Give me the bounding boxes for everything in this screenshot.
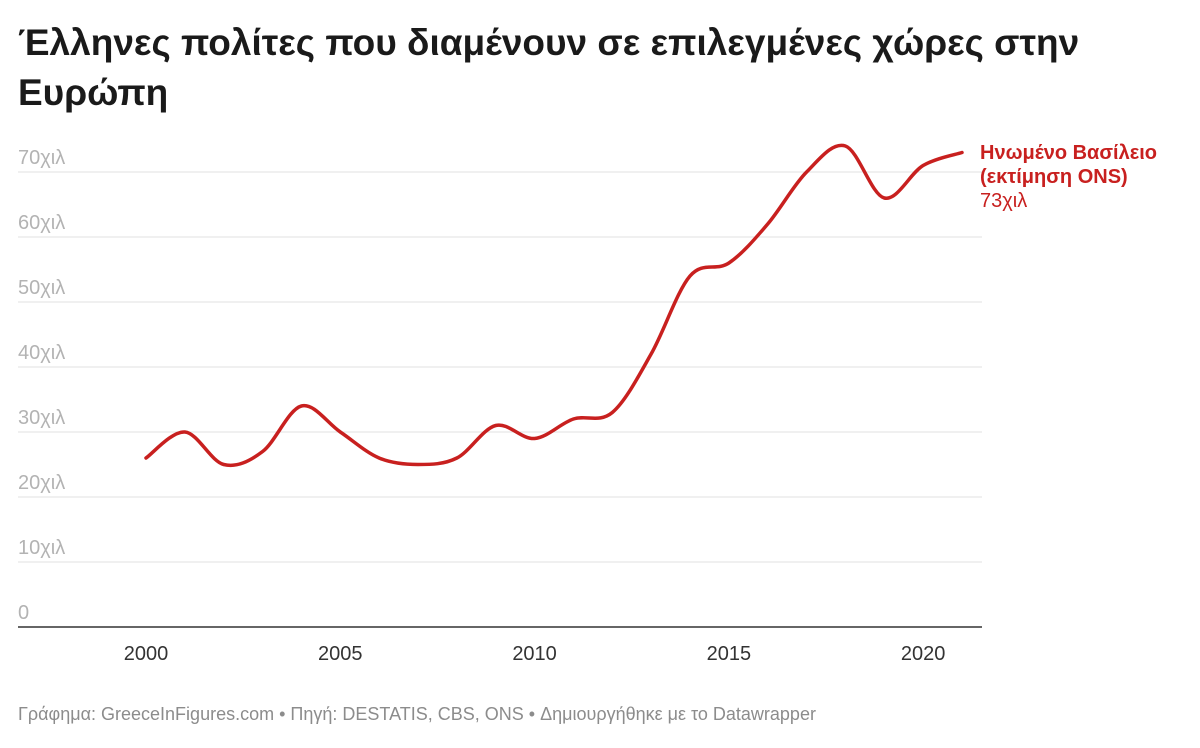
x-axis-ticks: 2000 2005 2010 2015 2020	[124, 643, 946, 665]
y-tick-label: 60χιλ	[18, 212, 65, 234]
x-tick-label: 2010	[512, 643, 557, 665]
series-value-label: 73χιλ	[980, 190, 1027, 212]
y-tick-label: 0	[18, 602, 29, 624]
series-lines	[144, 143, 964, 468]
y-tick-label: 40χιλ	[18, 342, 65, 364]
x-tick-label: 2000	[124, 643, 169, 665]
line-chart: 0 10χιλ 20χιλ 30χιλ 40χιλ 50χιλ 60χιλ 70χιλ 200…	[18, 142, 1157, 665]
y-tick-label: 30χιλ	[18, 407, 65, 429]
x-tick-label: 2015	[707, 643, 752, 665]
series-line	[144, 143, 964, 468]
gridlines	[18, 171, 982, 628]
chart-title: Έλληνες πολίτες που διαμένουν σε επιλεγμ…	[18, 22, 1080, 113]
x-tick-label: 2005	[318, 643, 363, 665]
y-tick-label: 70χιλ	[18, 147, 65, 169]
series-labels: Ηνωμένο Βασίλειο(εκτίμηση ONS)73χιλ	[980, 142, 1157, 212]
y-tick-label: 50χιλ	[18, 277, 65, 299]
series-name-label: Ηνωμένο Βασίλειο	[980, 142, 1157, 164]
x-tick-label: 2020	[901, 643, 946, 665]
series-name-label: (εκτίμηση ONS)	[980, 166, 1128, 188]
y-tick-label: 10χιλ	[18, 537, 65, 559]
chart-footer: Γράφημα: GreeceInFigures.com • Πηγή: DES…	[18, 704, 816, 724]
y-axis-ticks: 0 10χιλ 20χιλ 30χιλ 40χιλ 50χιλ 60χιλ 70χιλ	[18, 147, 65, 624]
y-tick-label: 20χιλ	[18, 472, 65, 494]
